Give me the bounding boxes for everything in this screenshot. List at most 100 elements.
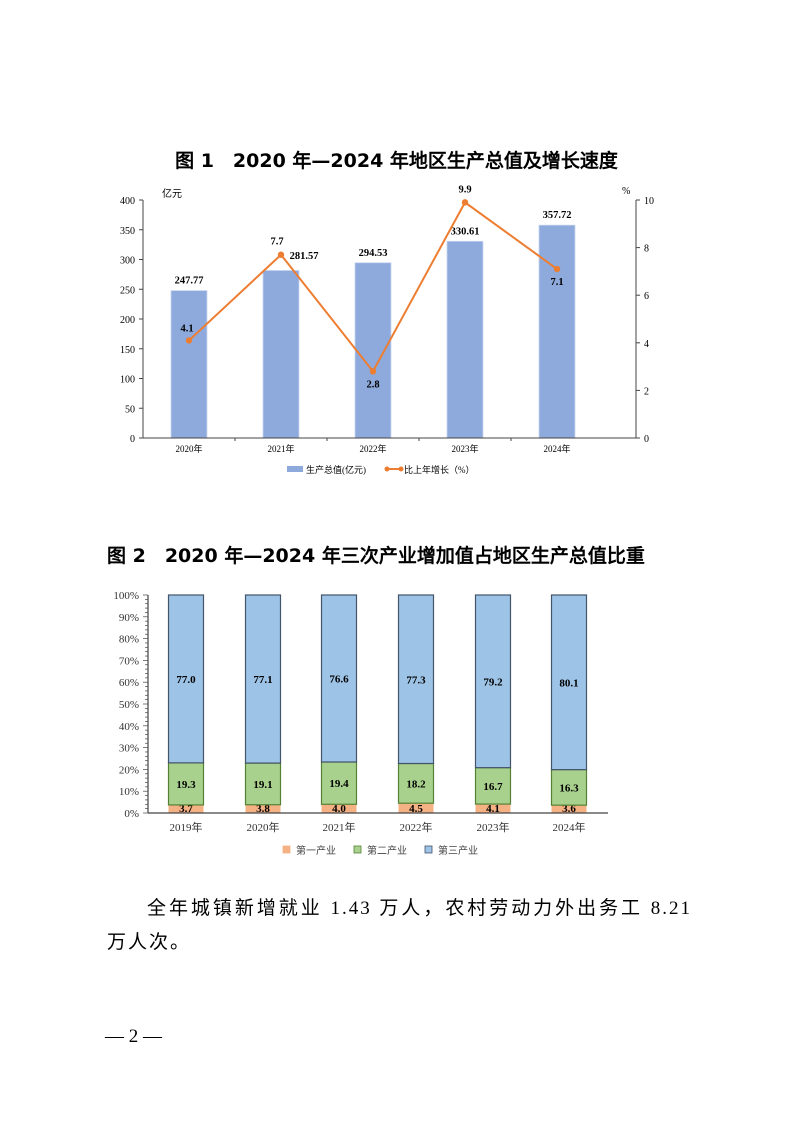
growth-point <box>553 265 561 273</box>
y-tick-label: 20% <box>119 764 139 776</box>
legend-swatch <box>424 845 433 854</box>
share-label: 3.8 <box>256 803 270 815</box>
x-tick-label: 2024年 <box>543 443 570 454</box>
share-bar-2 <box>167 762 205 806</box>
growth-point <box>277 251 285 258</box>
legend-line-label: 比上年增长（%） <box>404 464 475 475</box>
x-tick-label: 2024年 <box>553 820 586 834</box>
gdp-bar <box>262 270 300 439</box>
share-label: 4.5 <box>409 803 423 815</box>
x-tick-label: 2022年 <box>359 443 386 454</box>
gdp-bar-label: 247.77 <box>175 276 204 287</box>
growth-label: 7.7 <box>270 237 283 248</box>
share-bar-2 <box>320 761 358 805</box>
left-axis-unit: 亿元 <box>162 187 182 200</box>
y-tick-label: 80% <box>119 634 139 646</box>
x-tick-label: 2020年 <box>247 820 280 834</box>
share-label: 77.0 <box>176 674 196 686</box>
page-number: — 2 — <box>105 1026 162 1047</box>
left-tick-label: 200 <box>120 315 135 326</box>
growth-point <box>461 199 469 206</box>
share-label: 4.0 <box>332 803 346 815</box>
share-bar-2 <box>474 767 512 805</box>
left-tick-label: 50 <box>125 404 135 415</box>
x-tick-label: 2022年 <box>400 820 433 834</box>
y-tick-label: 60% <box>119 677 139 689</box>
share-label: 77.1 <box>253 674 272 686</box>
y-tick-label: 40% <box>119 721 139 733</box>
share-bar-3 <box>550 594 588 771</box>
share-bar-1 <box>551 805 587 813</box>
y-tick-label: 0% <box>124 808 139 820</box>
legend-swatch <box>353 845 362 854</box>
y-tick-label: 30% <box>119 743 139 755</box>
legend-label: 第三产业 <box>438 844 478 857</box>
share-bar-3 <box>244 594 282 764</box>
share-bar-3 <box>474 594 512 769</box>
left-tick-label: 150 <box>120 345 135 356</box>
share-label: 18.2 <box>406 778 426 790</box>
share-label: 3.6 <box>562 803 576 815</box>
share-bar-1 <box>475 804 511 813</box>
gdp-bar <box>354 262 392 439</box>
x-tick-label: 2021年 <box>267 443 294 454</box>
left-tick-label: 350 <box>120 226 135 237</box>
growth-label: 2.8 <box>366 379 379 390</box>
right-axis-unit: % <box>622 186 630 197</box>
growth-point <box>185 337 193 344</box>
figure1-title: 图 1 2020 年—2024 年地区生产总值及增长速度 <box>175 150 618 172</box>
x-tick-label: 2019年 <box>170 820 203 834</box>
right-tick-label: 8 <box>644 244 649 255</box>
y-tick-label: 70% <box>119 655 139 667</box>
share-bar-1 <box>168 804 204 813</box>
gdp-bar-label: 357.72 <box>543 210 572 221</box>
share-bar-2 <box>550 769 588 806</box>
legend-label: 第二产业 <box>367 844 407 857</box>
left-tick-label: 100 <box>120 375 135 386</box>
share-label: 19.4 <box>329 778 349 790</box>
x-tick-label: 2023年 <box>477 820 510 834</box>
growth-label: 4.1 <box>180 323 193 334</box>
share-bar-2 <box>397 762 435 804</box>
share-bar-1 <box>245 804 281 813</box>
share-label: 79.2 <box>483 676 503 688</box>
share-bar-3 <box>397 594 435 765</box>
right-tick-label: 4 <box>644 339 649 350</box>
share-bar-3 <box>167 594 205 764</box>
gdp-bar-label: 330.61 <box>451 226 480 237</box>
gdp-bar-label: 294.53 <box>359 248 388 259</box>
share-label: 77.3 <box>406 674 426 686</box>
share-bar-1 <box>398 803 434 813</box>
growth-point <box>369 368 377 375</box>
y-tick-label: 90% <box>119 612 139 624</box>
growth-label: 7.1 <box>550 277 563 288</box>
gdp-bar <box>446 240 484 439</box>
y-tick-label: 100% <box>113 590 139 602</box>
industry-share-chart: 3.7 19.3 77.0 2019年 3.8 19.1 77.1 2020年 4.0 19.4 7… <box>103 575 660 873</box>
share-label: 80.1 <box>559 677 578 689</box>
left-tick-label: 250 <box>120 285 135 296</box>
y-tick-label: 50% <box>119 699 139 711</box>
share-label: 19.1 <box>253 779 272 791</box>
left-tick-label: 400 <box>120 196 135 207</box>
employment-paragraph: 全年城镇新增就业 1.43 万人，农村劳动力外出务工 8.21 万人次。 <box>107 898 692 953</box>
legend-swatch <box>282 845 291 854</box>
gdp-bar <box>170 290 208 439</box>
figure2-title: 图 2 2020 年—2024 年三次产业增加值占地区生产总值比重 <box>107 545 645 567</box>
legend-bar-swatch <box>287 466 303 472</box>
right-tick-label: 2 <box>644 386 649 397</box>
left-tick-label: 0 <box>130 434 135 445</box>
share-label: 19.3 <box>176 779 196 791</box>
growth-label: 9.9 <box>458 184 471 195</box>
share-label: 16.7 <box>483 781 503 793</box>
legend-label: 第一产业 <box>296 844 336 857</box>
gdp-bar <box>538 224 576 439</box>
left-tick-label: 300 <box>120 256 135 267</box>
x-tick-label: 2023年 <box>451 443 478 454</box>
share-label: 3.7 <box>179 803 193 815</box>
legend-line-marker <box>398 466 404 472</box>
share-label: 4.1 <box>486 803 500 815</box>
share-bar-3 <box>320 594 358 763</box>
gdp-chart: 亿元 % 247.77 2020年 281.57 2021年 294.53 2022年 330.… <box>108 180 660 485</box>
